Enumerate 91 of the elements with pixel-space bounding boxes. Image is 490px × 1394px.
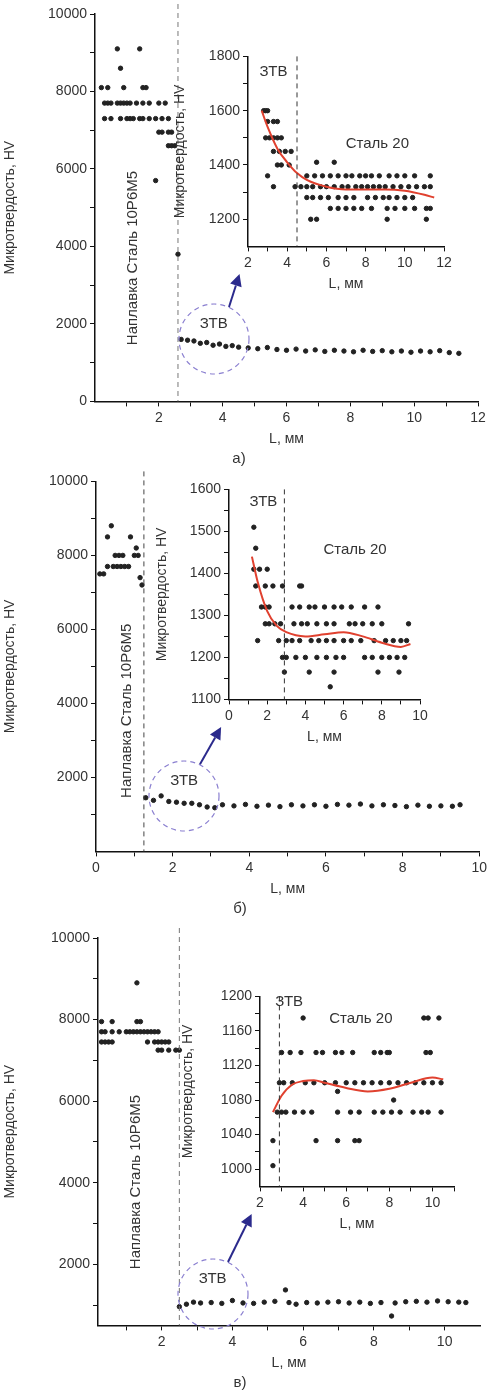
annotation: ЗТВ: [259, 61, 288, 79]
x-tick-label: 10: [471, 858, 488, 875]
x-tick-label: 6: [282, 408, 291, 425]
x-tick-label: 10: [397, 253, 413, 270]
x-tick-label: 6: [342, 1193, 351, 1210]
y-axis-title: Микротвердость, HV: [153, 526, 170, 662]
x-tick-label: 6: [322, 253, 331, 270]
y-tick-label: 8000: [55, 82, 88, 99]
x-tick-label: 12: [436, 253, 452, 270]
text: б): [233, 899, 247, 917]
x-tick-label: 2: [244, 253, 253, 270]
y-tick-label: 10000: [51, 928, 91, 945]
y-tick-label: 1040: [220, 1125, 253, 1142]
annotation: Сталь 20: [345, 133, 410, 151]
x-tick-label: 2: [157, 1332, 166, 1349]
y-tick-label: 4000: [55, 237, 88, 254]
x-tick-label: 12: [470, 408, 486, 425]
y-tick-label: 6000: [58, 1091, 91, 1108]
y-tick-label: 1080: [220, 1090, 253, 1107]
y-axis-title: Микротвердость, HV: [1, 1064, 18, 1199]
y-tick-label: 0: [79, 392, 88, 409]
y-tick-label: 8000: [58, 1010, 91, 1027]
x-tick-label: 8: [369, 1332, 378, 1349]
x-tick-label: 8: [377, 706, 386, 723]
x-tick-label: 8: [346, 408, 355, 425]
x-tick-label: 6: [339, 706, 348, 723]
x-tick-label: 2: [256, 1193, 265, 1210]
x-tick-label: 8: [361, 253, 370, 270]
text: а): [232, 449, 246, 467]
x-tick-label: 8: [398, 858, 407, 875]
y-tick-label: 1800: [208, 47, 241, 64]
x-axis-title: L, мм: [271, 1354, 307, 1371]
y-tick-label: 1200: [208, 210, 241, 227]
annotation: ЗТВ: [198, 1269, 227, 1287]
annotation: ЗТВ: [199, 314, 228, 332]
x-tick-label: 4: [301, 706, 310, 723]
y-tick-label: 1400: [189, 564, 222, 581]
x-tick-label: 4: [228, 1332, 237, 1349]
x-tick-label: 2: [168, 858, 177, 875]
y-tick-label: 1200: [189, 648, 222, 665]
y-tick-label: 1100: [190, 690, 222, 707]
x-tick-label: 8: [385, 1193, 394, 1210]
y-axis-title: Микротвердость, HV: [171, 83, 188, 219]
y-axis-title: Микротвердость, HV: [1, 140, 18, 275]
y-tick-label: 1200: [220, 987, 253, 1004]
annotation: Наплавка Сталь 10Р6М5: [123, 170, 141, 346]
y-tick-label: 4000: [56, 694, 89, 711]
y-tick-label: 10000: [48, 4, 88, 21]
annotation: ЗТВ: [249, 492, 278, 510]
y-tick-label: 1120: [221, 1056, 253, 1073]
y-tick-label: 1500: [189, 522, 222, 539]
x-tick-label: 10: [424, 1193, 441, 1210]
x-tick-label: 2: [154, 408, 163, 425]
x-tick-label: 2: [263, 706, 272, 723]
x-tick-label: 4: [218, 408, 227, 425]
x-tick-label: 10: [412, 706, 428, 723]
annotation: Наплавка Сталь 10Р6М5: [116, 623, 134, 798]
text: в): [233, 1373, 247, 1391]
x-axis-title: L, мм: [270, 880, 306, 897]
y-tick-label: 4000: [58, 1173, 91, 1190]
x-tick-label: 10: [436, 1332, 453, 1349]
x-tick-label: 4: [283, 253, 292, 270]
y-tick-label: 8000: [56, 546, 89, 563]
y-tick-label: 1160: [221, 1021, 253, 1038]
x-tick-label: 4: [299, 1193, 308, 1210]
annotation: Сталь 20: [329, 1009, 393, 1027]
y-tick-label: 1000: [220, 1159, 253, 1176]
x-axis-title: L, мм: [307, 728, 342, 745]
y-tick-label: 2000: [58, 1255, 91, 1272]
y-tick-label: 2000: [55, 314, 88, 331]
annotation: ЗТВ: [170, 771, 199, 789]
x-tick-label: 10: [406, 408, 423, 425]
x-axis-title: L, мм: [328, 275, 364, 292]
y-tick-label: 6000: [55, 159, 88, 176]
y-axis-title: Микротвердость, HV: [1, 598, 18, 734]
annotation: Сталь 20: [323, 540, 387, 558]
y-tick-label: 6000: [56, 620, 89, 637]
x-tick-label: 6: [299, 1332, 308, 1349]
annotation: ЗТВ: [275, 992, 304, 1010]
y-tick-label: 1400: [208, 155, 241, 172]
y-tick-label: 1300: [189, 606, 222, 623]
y-tick-label: 10000: [49, 472, 89, 489]
x-axis-title: L, мм: [339, 1215, 375, 1232]
y-tick-label: 2000: [56, 768, 89, 785]
x-tick-label: 4: [245, 858, 254, 875]
x-tick-label: 6: [322, 858, 331, 875]
annotation: Наплавка Сталь 10Р6М5: [126, 1094, 144, 1270]
y-tick-label: 1600: [208, 101, 241, 118]
x-axis-title: L, мм: [269, 430, 304, 447]
y-tick-label: 1600: [189, 480, 222, 497]
y-axis-title: Микротвердость, HV: [179, 1023, 196, 1159]
